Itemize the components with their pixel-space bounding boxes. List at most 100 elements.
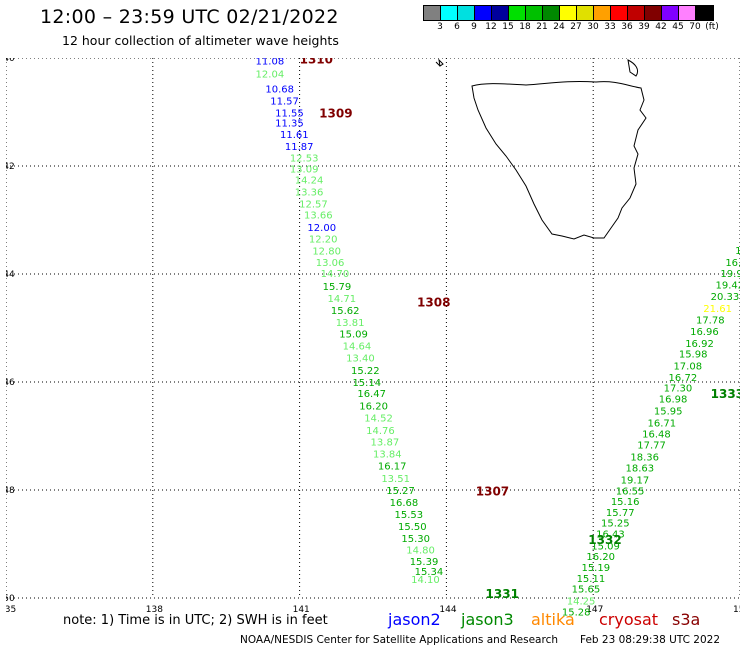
altimeter-map: -40 -42 -44 -46 -48 -50135 138 141 144 147 150 11.… <box>6 58 740 618</box>
lon-tick-label: 147 <box>586 605 603 615</box>
wave-height-label: 16.55 <box>616 486 645 497</box>
page-subtitle: 12 hour collection of altimeter wave hei… <box>62 33 339 48</box>
track-a: 11.08 12.04 10.6811.5711.5511.3511.6111.87… <box>256 58 444 586</box>
satellite-jason2: jason2 <box>388 610 441 629</box>
wave-height-label: 13.84 <box>373 450 402 461</box>
wave-height-label: 15.98 <box>679 350 708 361</box>
legend-label: 3 <box>437 22 443 32</box>
wave-height-label: 13.51 <box>381 474 410 485</box>
wave-height-label: 16.98 <box>659 395 688 406</box>
track-b: 1916.19.919.4220.3321.6117.7816.9616.921… <box>562 246 740 618</box>
wave-height-label: 15.62 <box>331 306 360 317</box>
wave-height-label: 13.40 <box>346 353 375 364</box>
wave-height-label: 16.43 <box>596 530 625 541</box>
wave-height-label: 16.17 <box>378 461 407 472</box>
wave-height-label: 19.17 <box>621 476 650 487</box>
wave-height-label: 15.34 <box>415 567 444 578</box>
lat-tick-label: -46 <box>6 378 15 388</box>
legend-swatch <box>441 6 458 20</box>
wave-height-label: 15.19 <box>581 563 610 574</box>
legend-swatch <box>560 6 577 20</box>
legend-label: 30 <box>587 22 599 32</box>
wave-height-label: 14.70 <box>321 269 350 280</box>
legend-swatch <box>577 6 594 20</box>
wave-height-label: 16.68 <box>390 498 419 509</box>
wave-height-label: 15.79 <box>323 282 352 293</box>
pass-labels: 1310 1309 1308 1307 1333 1332 1331 <box>300 58 740 601</box>
wave-height-label: 15.39 <box>410 557 439 568</box>
lat-tick-label: -44 <box>6 270 15 280</box>
wave-height-label: 16.71 <box>648 418 677 429</box>
satellite-altika: altika <box>531 610 575 629</box>
legend-label: 27 <box>570 22 582 32</box>
wave-height-label: 10.68 <box>265 85 294 96</box>
wave-height-label: 12.04 <box>256 69 285 80</box>
wave-height-label: 15.14 <box>352 378 381 389</box>
lat-tick-label: -50 <box>6 594 15 604</box>
wave-height-label: 15.09 <box>591 541 620 552</box>
wave-height-label: 14.80 <box>406 546 435 557</box>
lon-tick-label: 150 <box>733 605 740 615</box>
wave-height-label: 13.81 <box>336 318 365 329</box>
wave-height-label: 18.36 <box>630 452 659 463</box>
wave-height-label: 13.66 <box>304 210 333 221</box>
lon-tick-label: 141 <box>293 605 310 615</box>
wave-height-label: 14.25 <box>567 596 596 607</box>
legend-swatch <box>594 6 611 20</box>
wave-height-label: 17.30 <box>664 384 693 395</box>
wave-height-label: 14.10 <box>411 575 440 586</box>
legend-swatch <box>645 6 662 20</box>
wave-height-label: 15.50 <box>398 522 427 533</box>
wave-height-label: 16.20 <box>586 552 615 563</box>
wave-height-label: 14.64 <box>343 342 372 353</box>
legend-label: 18 <box>519 22 531 32</box>
wave-height-label: 20.33 <box>711 292 740 303</box>
wave-height-label: 16.20 <box>359 402 388 413</box>
page-title: 12:00 – 23:59 UTC 02/21/2022 <box>40 6 339 28</box>
wave-height-label: 12.80 <box>312 247 341 258</box>
wave-height-label: 14.76 <box>366 426 395 437</box>
wave-height-label: 18.63 <box>625 464 654 475</box>
legend-label: 15 <box>502 22 514 32</box>
lon-tick-label: 135 <box>6 605 16 615</box>
wave-height-label: 15.16 <box>611 497 640 508</box>
legend-swatch <box>611 6 628 20</box>
legend-swatch <box>628 6 645 20</box>
pass-number-label: 1332 <box>588 533 621 547</box>
legend-swatch <box>679 6 696 20</box>
wave-height-label: 15.25 <box>601 519 630 530</box>
wave-height-label: 17.78 <box>696 316 725 327</box>
pass-number-label: 1307 <box>476 484 509 498</box>
wave-height-label: 16. <box>725 258 740 269</box>
pass-number-label: 1310 <box>300 58 333 66</box>
credit-line: NOAA/NESDIS Center for Satellite Applica… <box>240 634 558 646</box>
wave-height-label: 13.87 <box>371 438 400 449</box>
wave-height-label: 19 <box>735 246 740 257</box>
lat-tick-label: -40 <box>6 58 15 64</box>
legend-label: (ft) <box>705 22 719 32</box>
wave-height-label: 19.42 <box>716 281 740 292</box>
wave-height-label: 12.57 <box>299 200 328 211</box>
legend-swatch <box>526 6 543 20</box>
wave-height-label: 11.08 <box>256 58 285 67</box>
satellite-jason3: jason3 <box>461 610 514 629</box>
wave-height-label: 16.48 <box>642 430 671 441</box>
wave-height-label: 17.08 <box>673 362 702 373</box>
wave-height-label: 16.92 <box>685 339 714 350</box>
wave-height-label: 13.09 <box>290 164 319 175</box>
wave-height-label: 11.61 <box>280 130 309 141</box>
wave-height-label: 15.77 <box>606 508 635 519</box>
wave-height-label: 15.28 <box>562 607 591 618</box>
wave-height-label: 15.65 <box>572 585 601 596</box>
legend-swatch <box>662 6 679 20</box>
axis-ticks: -40 -42 -44 -46 -48 -50135 138 141 144 147 150 <box>6 58 740 615</box>
wave-height-label: 13.06 <box>316 258 345 269</box>
wave-height-label: 15.11 <box>577 574 606 585</box>
wave-height-label: 16.96 <box>690 327 719 338</box>
legend-label: 33 <box>604 22 616 32</box>
legend-label: 21 <box>536 22 548 32</box>
wave-height-label: 15.09 <box>339 330 368 341</box>
legend-label: 6 <box>454 22 460 32</box>
wave-height-label: 12.53 <box>290 154 319 165</box>
pass-number-label: 1308 <box>417 295 450 309</box>
